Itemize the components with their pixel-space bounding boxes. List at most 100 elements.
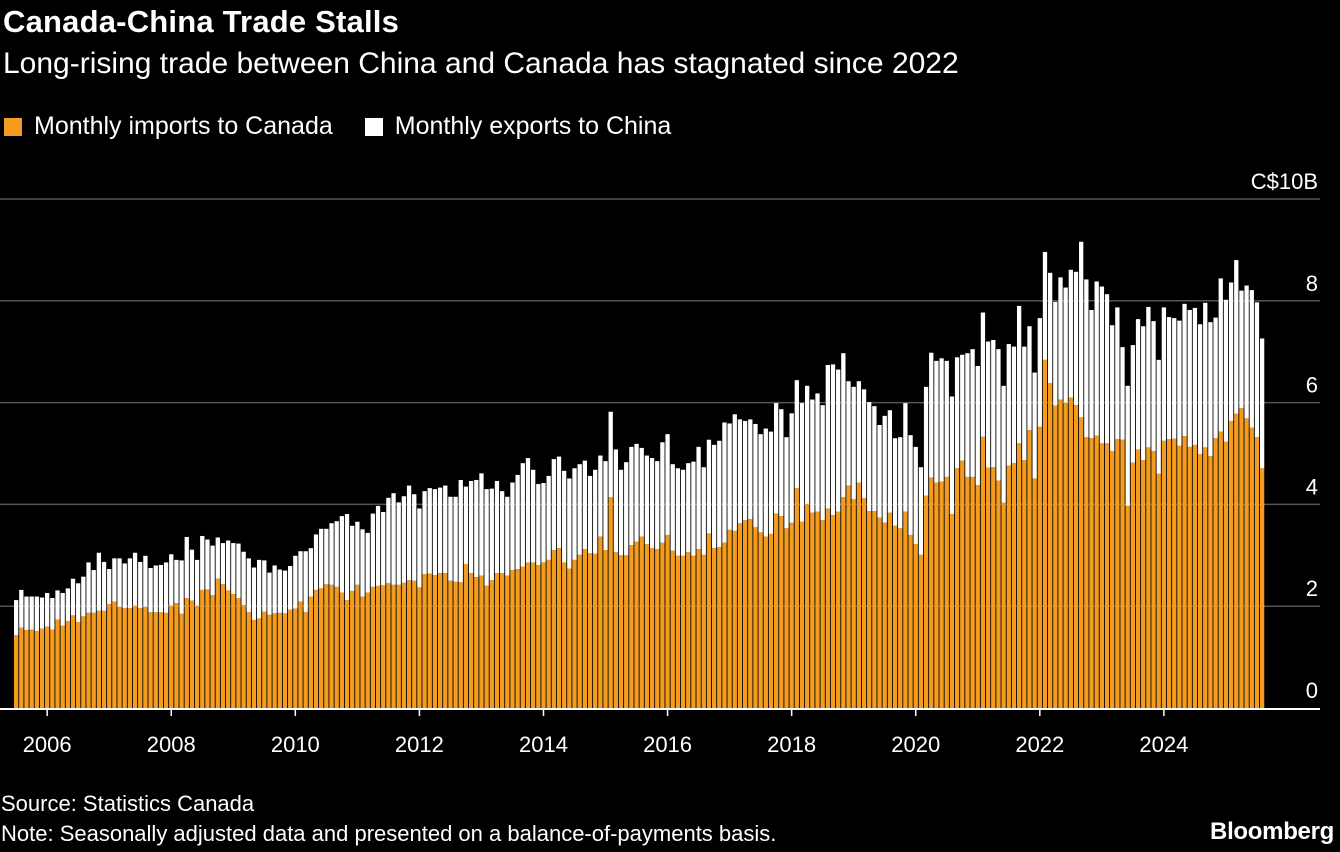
bar-imports: [200, 589, 205, 708]
bar-imports: [975, 485, 980, 708]
bar-exports: [194, 559, 200, 606]
bar-imports: [406, 580, 412, 708]
bar-exports: [1239, 290, 1244, 409]
bar-imports: [867, 511, 872, 708]
y-tick-label: 2: [1306, 576, 1318, 601]
bar-imports: [556, 548, 562, 708]
bar-imports: [980, 436, 986, 708]
bar-imports: [799, 521, 805, 708]
bar-imports: [96, 610, 102, 708]
bar-exports: [799, 403, 805, 522]
bar-imports: [1001, 502, 1006, 708]
bar-imports: [19, 627, 24, 708]
bar-imports: [375, 585, 381, 708]
bar-exports: [484, 489, 489, 586]
bar-imports: [939, 481, 944, 708]
bar-exports: [1042, 251, 1048, 360]
bar-exports: [453, 496, 458, 582]
bar-exports: [319, 528, 324, 589]
bar-exports: [1151, 321, 1156, 451]
bar-imports: [1037, 426, 1042, 708]
bar-imports: [396, 584, 401, 708]
bar-imports: [748, 519, 753, 708]
bar-exports: [634, 443, 639, 542]
bar-exports: [717, 440, 722, 548]
bar-imports: [484, 585, 489, 708]
bar-exports: [541, 483, 546, 563]
bar-exports: [805, 385, 810, 504]
bar-imports: [468, 573, 474, 708]
bar-imports: [923, 495, 929, 708]
bar-exports: [665, 434, 670, 535]
bar-imports: [277, 612, 282, 708]
bar-imports: [179, 613, 184, 708]
bar-exports: [386, 497, 391, 584]
bar-exports: [60, 592, 65, 626]
bar-imports: [319, 588, 324, 708]
bar-exports: [1104, 294, 1110, 444]
bar-exports: [892, 438, 898, 526]
bar-exports: [1187, 309, 1192, 447]
bar-imports: [644, 544, 650, 708]
y-tick-label: 6: [1306, 373, 1318, 398]
bar-exports: [143, 555, 148, 607]
bar-imports: [313, 589, 319, 708]
bar-exports: [236, 543, 241, 599]
bar-imports: [1166, 439, 1172, 708]
bar-exports: [184, 536, 189, 599]
bar-imports: [1027, 430, 1032, 708]
bar-exports: [272, 565, 277, 614]
bar-exports: [944, 360, 949, 477]
bar-exports: [215, 537, 220, 579]
bar-imports: [220, 584, 226, 708]
bar-imports: [1218, 431, 1223, 708]
bar-exports: [758, 434, 763, 533]
bar-imports: [1006, 465, 1011, 708]
bar-exports: [985, 341, 991, 468]
bar-imports: [510, 570, 515, 708]
bar-imports: [758, 532, 763, 708]
bar-imports: [1213, 438, 1218, 708]
bar-imports: [1187, 446, 1192, 708]
bar-imports: [163, 612, 169, 708]
bar-exports: [189, 549, 195, 601]
bar-exports: [458, 479, 463, 583]
bar-exports: [1058, 277, 1063, 400]
bar-exports: [949, 396, 955, 515]
bar-imports: [1011, 463, 1017, 708]
bar-imports: [789, 522, 794, 708]
bar-imports: [50, 629, 55, 708]
bar-exports: [965, 353, 970, 477]
bar-exports: [344, 514, 350, 601]
bar-imports: [546, 559, 551, 708]
bar-imports: [820, 520, 825, 708]
bar-exports: [1053, 301, 1058, 406]
bar-exports: [138, 561, 143, 609]
bar-exports: [1027, 326, 1032, 431]
bar-imports: [985, 467, 991, 708]
bar-exports: [381, 512, 386, 586]
bar-imports: [753, 527, 758, 708]
bar-imports: [76, 621, 81, 708]
bar-imports: [577, 554, 582, 708]
bar-exports: [1006, 344, 1011, 466]
bar-exports: [551, 459, 556, 551]
bar-exports: [660, 442, 665, 543]
bar-imports: [1094, 435, 1099, 708]
bar-imports: [655, 549, 660, 708]
bar-exports: [256, 559, 262, 619]
bar-imports: [45, 626, 50, 708]
bar-exports: [298, 551, 303, 602]
bar-imports: [768, 533, 774, 708]
y-tick-label: 0: [1306, 678, 1318, 703]
bar-imports: [246, 612, 251, 708]
bar-exports: [877, 424, 882, 518]
bar-imports: [1042, 359, 1048, 708]
bar-exports: [1125, 385, 1130, 506]
bar-imports: [474, 577, 479, 708]
bar-exports: [241, 551, 246, 606]
bar-exports: [846, 381, 851, 486]
bar-imports: [205, 589, 210, 708]
bar-exports: [417, 508, 422, 588]
bar-imports: [877, 517, 882, 708]
